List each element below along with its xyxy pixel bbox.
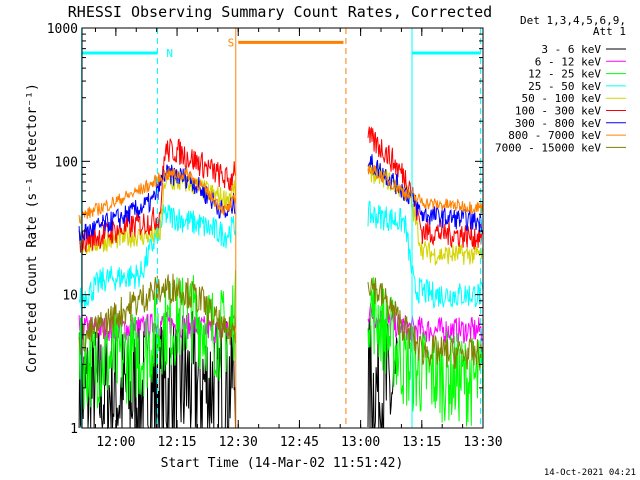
y-tick-label: 1 (70, 422, 78, 437)
series-line-8-1 (367, 277, 484, 371)
footer-timestamp: 14-Oct-2021 04:21 (544, 468, 636, 478)
series-line-7-1 (367, 164, 484, 214)
legend-label: 100 - 300 keV (515, 105, 601, 118)
series-line-8-0 (78, 273, 236, 355)
x-tick-label: 12:00 (96, 435, 135, 450)
legend-label: 300 - 800 keV (515, 117, 601, 130)
y-tick-label: 10 (62, 289, 78, 304)
y-axis: 1 10 100 1000 (47, 22, 483, 437)
marker-label-9: N (166, 47, 173, 60)
series-line-0-1 (367, 316, 398, 429)
legend-label: 12 - 25 keV (528, 68, 601, 81)
y-axis-label: Corrected Count Rate (s⁻¹ detector⁻¹) (25, 83, 40, 373)
legend-label: 25 - 50 keV (528, 80, 601, 93)
plot-frame (81, 27, 484, 429)
series-line-5-1 (367, 126, 484, 250)
legend-label: 6 - 12 keV (535, 55, 602, 68)
legend-label: 50 - 100 keV (522, 92, 602, 105)
x-tick-label: 12:30 (219, 435, 258, 450)
series-line-3-1 (367, 200, 484, 310)
series-8 (78, 273, 484, 371)
y-tick-label: 100 (55, 155, 78, 170)
legend-header-line: Det 1,3,4,5,6,9, (520, 14, 626, 27)
marker-label-10: S (228, 36, 235, 49)
x-tick-label: 13:00 (341, 435, 380, 450)
series-line-4-1 (367, 161, 484, 266)
x-tick-label: 13:30 (463, 435, 502, 450)
x-tick-label: 12:15 (157, 435, 196, 450)
legend-label: 7000 - 15000 keV (495, 141, 601, 154)
x-tick-label: 12:45 (280, 435, 319, 450)
x-axis-label: Start Time (14-Mar-02 11:51:42) (161, 456, 404, 471)
y-tick-label: 1000 (47, 22, 78, 37)
legend-header-line: Att 1 (593, 25, 626, 38)
x-axis: 12:00 12:15 12:30 12:45 13:00 13:15 13:30 (94, 28, 503, 450)
x-tick-label: 13:15 (402, 435, 441, 450)
chart-title: RHESSI Observing Summary Count Rates, Co… (68, 3, 492, 21)
legend-label: 800 - 7000 keV (508, 129, 601, 142)
legend-label: 3 - 6 keV (541, 43, 601, 56)
